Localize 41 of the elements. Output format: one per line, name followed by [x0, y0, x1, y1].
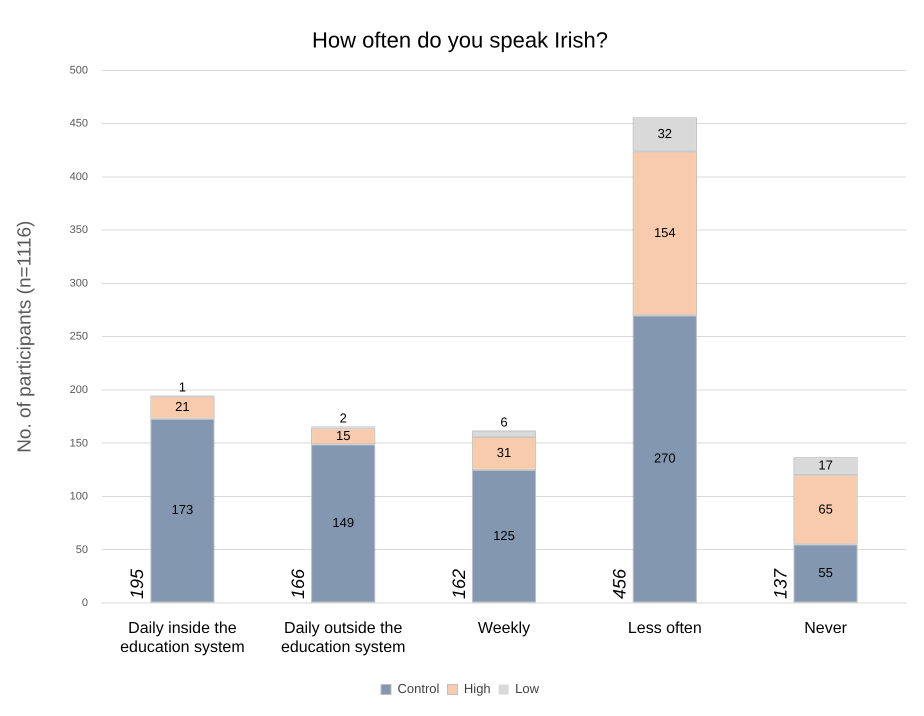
y-tick-label: 0: [82, 597, 88, 610]
x-tick-label: Daily outside the education system: [280, 620, 406, 656]
data-label: 2: [340, 410, 347, 426]
legend-label: Control: [398, 681, 440, 696]
data-label: 6: [500, 414, 508, 430]
total-label: 456: [610, 568, 630, 599]
x-tick-label: Weekly: [478, 620, 530, 638]
y-tick-label: 450: [70, 118, 88, 130]
data-label: 149: [332, 514, 354, 530]
total-label: 195: [127, 568, 148, 599]
y-tick-label: 500: [70, 64, 88, 76]
x-tick-label: Less often: [628, 620, 702, 638]
y-tick-label: 100: [70, 490, 88, 503]
data-label: 21: [175, 399, 190, 414]
legend-label: High: [464, 681, 491, 696]
total-label: 162: [448, 568, 469, 599]
data-label: 31: [496, 444, 512, 460]
data-label: 17: [818, 458, 833, 473]
x-tick-label: Daily inside the education system: [120, 620, 245, 656]
y-tick-label: 200: [70, 384, 88, 396]
data-label: 173: [172, 502, 194, 518]
x-tick-label: Never: [804, 620, 848, 638]
data-label: 32: [658, 126, 672, 141]
data-label: 270: [654, 450, 676, 466]
data-label: 1: [178, 379, 186, 394]
data-label: 15: [336, 428, 350, 443]
data-label: 154: [654, 224, 676, 240]
y-tick-label: 350: [70, 224, 88, 236]
chart-title: How often do you speak Irish?: [312, 27, 608, 52]
total-label: 166: [288, 568, 308, 599]
data-label: 125: [493, 528, 515, 543]
y-tick-label: 400: [70, 170, 88, 183]
y-tick-label: 300: [70, 277, 88, 290]
data-label: 65: [818, 501, 833, 516]
total-label: 137: [770, 568, 790, 599]
y-tick-label: 50: [76, 544, 88, 556]
y-tick-label: 250: [70, 330, 88, 343]
y-axis-title: No. of participants (n=1116): [14, 220, 36, 453]
legend-label: Low: [515, 681, 540, 696]
data-label: 55: [818, 565, 833, 580]
y-tick-label: 150: [70, 437, 88, 450]
